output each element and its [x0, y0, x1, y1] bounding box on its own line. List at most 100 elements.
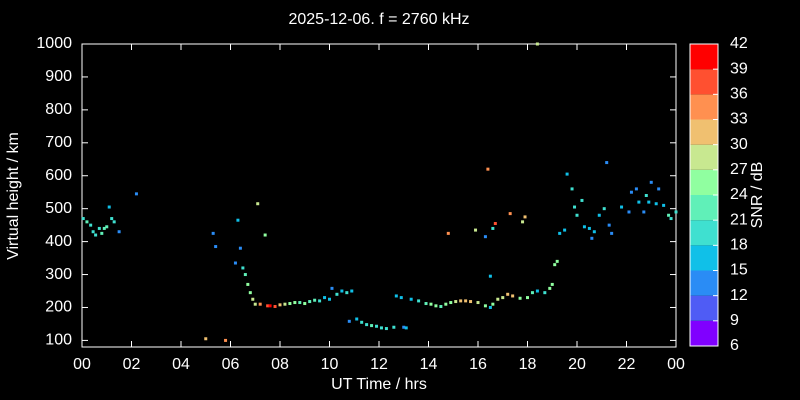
point: [409, 297, 413, 301]
point: [573, 205, 577, 209]
point: [251, 297, 255, 301]
point: [662, 203, 666, 207]
point: [563, 228, 567, 232]
chart-title: 2025-12-06. f = 2760 kHz: [288, 11, 469, 28]
point: [238, 246, 242, 250]
point: [298, 301, 302, 305]
colorbar-tick-label: 18: [730, 237, 748, 254]
colorbar-swatch: [690, 320, 718, 346]
point: [266, 304, 270, 308]
point: [597, 213, 601, 217]
point: [523, 215, 527, 219]
point: [256, 202, 260, 206]
colorbar-swatch: [690, 169, 718, 195]
point: [100, 231, 104, 235]
point: [558, 231, 562, 235]
point: [669, 217, 673, 221]
colorbar-swatch: [690, 94, 718, 120]
point: [112, 220, 116, 224]
point: [308, 300, 312, 304]
point: [102, 226, 106, 230]
point: [610, 231, 614, 235]
point: [501, 296, 505, 300]
point: [278, 303, 282, 307]
point: [637, 200, 641, 204]
point: [620, 205, 624, 209]
point: [211, 231, 215, 235]
point: [476, 301, 480, 305]
point: [246, 282, 250, 286]
colorbar-tick-label: 21: [730, 211, 748, 228]
point: [592, 230, 596, 234]
x-tick-label: 12: [370, 356, 388, 373]
point: [535, 42, 539, 46]
point: [375, 324, 379, 328]
point: [642, 210, 646, 214]
x-tick-label: 18: [519, 356, 537, 373]
point: [654, 202, 658, 206]
point: [674, 210, 678, 214]
x-tick-label: 22: [618, 356, 636, 373]
point: [550, 282, 554, 286]
point: [350, 289, 354, 293]
point: [268, 304, 272, 308]
point: [91, 230, 95, 234]
point: [548, 286, 552, 290]
point: [488, 274, 492, 278]
point: [258, 302, 262, 306]
point: [582, 225, 586, 229]
point: [590, 236, 594, 240]
point: [288, 302, 292, 306]
colorbar-swatch: [690, 220, 718, 246]
x-tick-label: 10: [321, 356, 339, 373]
point: [394, 294, 398, 298]
point: [575, 213, 579, 217]
colorbar-swatch: [690, 119, 718, 145]
point: [570, 187, 574, 191]
point: [629, 190, 633, 194]
point: [384, 327, 388, 331]
y-axis-label: Virtual height / km: [5, 132, 22, 260]
point: [521, 220, 525, 224]
point: [233, 261, 237, 265]
point: [323, 296, 327, 300]
point: [313, 298, 317, 302]
colorbar-tick-label: 24: [730, 186, 748, 203]
point: [439, 304, 443, 308]
point: [511, 294, 515, 298]
colorbar-tick-label: 6: [730, 337, 739, 354]
x-tick-label: 06: [222, 356, 240, 373]
point: [214, 245, 218, 249]
point: [360, 320, 364, 324]
x-tick-label: 00: [667, 356, 685, 373]
point: [587, 226, 591, 230]
point: [404, 326, 408, 330]
colorbar-tick-label: 9: [730, 312, 739, 329]
point: [649, 180, 653, 184]
point: [399, 296, 403, 300]
y-tick-label: 400: [45, 233, 72, 250]
point: [429, 302, 433, 306]
y-tick-label: 1000: [36, 35, 72, 52]
y-tick-label: 900: [45, 68, 72, 85]
point: [464, 299, 468, 303]
colorbar-swatch: [690, 295, 718, 321]
point: [134, 192, 138, 196]
colorbar-swatch: [690, 195, 718, 221]
x-tick-label: 16: [469, 356, 487, 373]
point: [607, 223, 611, 227]
point: [370, 324, 374, 328]
y-tick-label: 700: [45, 134, 72, 151]
point: [647, 200, 651, 204]
point: [328, 297, 331, 301]
point: [204, 337, 208, 341]
x-tick-label: 04: [172, 356, 190, 373]
point: [283, 302, 287, 306]
colorbar-swatch: [690, 245, 718, 271]
point: [449, 301, 453, 305]
point: [85, 220, 89, 224]
point: [493, 221, 497, 225]
point: [340, 289, 344, 293]
colorbar-tick-label: 15: [730, 262, 748, 279]
